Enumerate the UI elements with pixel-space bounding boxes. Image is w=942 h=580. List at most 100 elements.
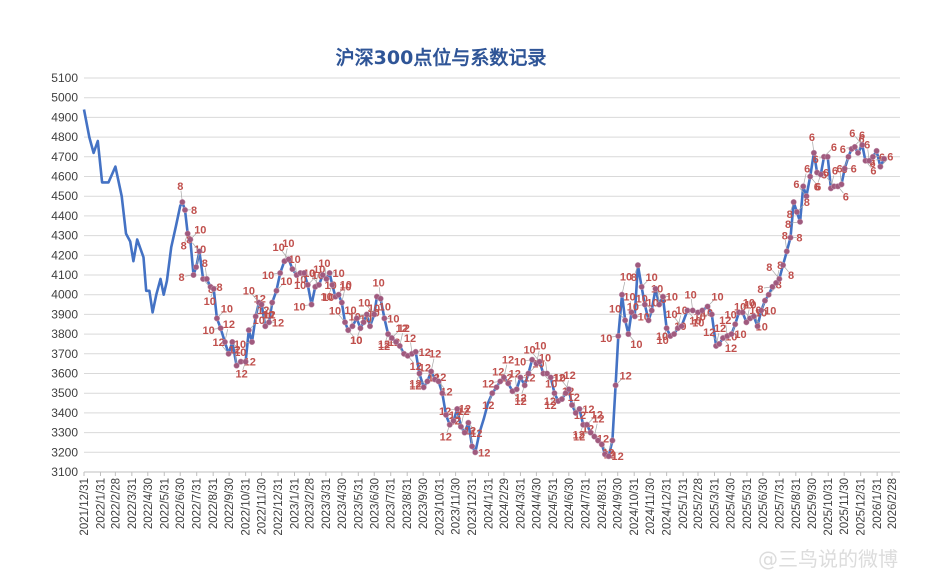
data-label: 10: [344, 305, 356, 317]
data-point-marker: [229, 338, 236, 346]
data-point-marker: [258, 301, 265, 308]
data-point-marker: [353, 315, 360, 322]
data-point-marker: [758, 307, 765, 314]
y-tick-label: 4600: [51, 170, 78, 184]
data-point-marker: [605, 453, 612, 460]
data-point-marker: [435, 378, 442, 385]
x-tick-label: 2022/3/31: [127, 478, 139, 529]
data-label: 10: [340, 280, 352, 292]
data-label: 10: [358, 297, 370, 309]
data-point-marker: [357, 325, 364, 332]
data-point-marker: [285, 256, 292, 263]
y-axis: 3100 3200 3300 3400 3500 3600 3700 3800 3900 4000…: [51, 71, 78, 479]
data-label: 6: [832, 165, 838, 177]
data-point-marker: [810, 149, 817, 156]
x-tick-label: 2022/7/31: [192, 478, 204, 529]
data-label: 6: [809, 132, 815, 144]
data-point-marker: [618, 291, 626, 298]
x-tick-label: 2025/3/31: [710, 478, 722, 529]
data-point-marker: [193, 264, 200, 271]
data-point-marker: [684, 307, 691, 314]
data-label: 8: [788, 270, 794, 282]
data-point-marker: [420, 384, 427, 391]
data-point-marker: [628, 309, 635, 316]
x-tick-label: 2022/11/30: [257, 478, 269, 535]
x-tick-label: 2025/7/31: [774, 478, 786, 529]
data-point-marker: [716, 340, 723, 348]
x-tick-label: 2025/1/31: [678, 478, 690, 529]
data-point-marker: [783, 248, 790, 255]
x-tick-label: 2023/9/30: [418, 478, 430, 529]
data-point-marker: [371, 311, 378, 318]
y-tick-label: 4500: [51, 189, 78, 203]
data-label: 10: [262, 270, 274, 282]
data-point-marker: [671, 331, 678, 338]
data-label: 10: [202, 325, 214, 337]
x-tick-label: 2024/1/31: [484, 478, 496, 529]
y-tick-label: 3600: [51, 367, 78, 381]
data-point-marker: [289, 266, 296, 273]
y-tick-label: 3200: [51, 445, 78, 459]
markers: [179, 141, 888, 460]
x-tick-label: 2022/2/28: [110, 478, 122, 529]
data-point-marker: [732, 321, 739, 328]
data-point-marker: [689, 307, 696, 314]
data-label: 10: [545, 379, 557, 391]
data-label: 12: [619, 370, 631, 382]
data-label: 12: [514, 396, 526, 408]
data-label: 10: [368, 303, 380, 315]
data-point-marker: [576, 405, 583, 413]
data-label: 10: [332, 268, 344, 280]
data-label: 6: [831, 142, 837, 154]
data-label: 12: [573, 432, 585, 444]
data-point-marker: [366, 323, 374, 330]
data-point-marker: [493, 384, 500, 391]
x-tick-label: 2024/4/30: [531, 478, 543, 529]
data-point-marker: [349, 323, 356, 330]
data-label: 6: [836, 163, 842, 175]
data-label: 10: [280, 276, 292, 288]
data-label: 12: [419, 347, 431, 359]
data-point-marker: [221, 338, 228, 346]
data-point-marker: [797, 218, 804, 225]
data-label: 12: [257, 305, 269, 317]
x-axis: 2021/12/31 2022/1/31 2022/2/28 2022/3/31 202…: [79, 471, 900, 536]
data-point-marker: [754, 323, 761, 330]
data-point-marker: [776, 275, 783, 282]
data-point-marker: [612, 382, 619, 389]
x-tick-label: 2023/8/31: [402, 478, 414, 529]
data-label: 8: [177, 181, 183, 193]
data-label: 10: [289, 254, 301, 266]
series-layer: [82, 109, 886, 458]
data-point-marker: [793, 208, 800, 216]
y-tick-label: 3700: [51, 347, 78, 361]
x-tick-label: 2025/11/30: [839, 478, 851, 535]
data-point-marker: [242, 358, 249, 365]
y-tick-label: 4300: [51, 229, 78, 243]
data-label: 12: [459, 404, 471, 416]
data-point-marker: [424, 378, 431, 385]
data-point-marker: [800, 183, 807, 190]
data-label: 12: [725, 343, 737, 355]
data-point-marker: [699, 307, 706, 314]
data-point-marker: [659, 293, 666, 300]
data-point-marker: [761, 297, 769, 304]
x-tick-label: 2024/5/31: [548, 478, 560, 529]
data-point-marker: [869, 153, 876, 160]
data-point-marker: [866, 157, 873, 164]
data-point-marker: [877, 163, 884, 170]
data-point-marker: [269, 299, 276, 306]
data-point-marker: [323, 275, 330, 282]
data-label: 10: [725, 309, 737, 321]
data-label: 8: [766, 262, 772, 274]
x-tick-label: 2026/1/31: [872, 478, 884, 529]
data-point-marker: [457, 423, 464, 430]
data-point-marker: [765, 291, 772, 298]
data-point-marker: [465, 419, 472, 426]
x-tick-label: 2021/12/31: [79, 478, 91, 536]
data-point-marker: [190, 271, 197, 279]
data-point-marker: [233, 362, 240, 369]
data-label: 6: [813, 154, 819, 166]
x-tick-label: 2025/12/31: [856, 478, 868, 536]
x-tick-label: 2023/5/31: [353, 478, 365, 529]
